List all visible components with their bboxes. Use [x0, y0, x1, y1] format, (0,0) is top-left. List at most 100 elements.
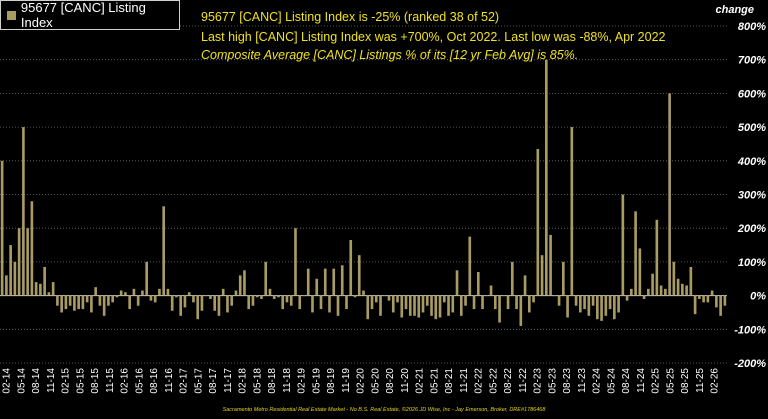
bar [277, 295, 280, 298]
bar [498, 295, 501, 323]
bar [247, 295, 251, 310]
bar [510, 261, 514, 296]
bar [519, 295, 523, 326]
bar [56, 295, 59, 306]
bar [379, 295, 382, 316]
x-tick-label: 11-14 [46, 368, 57, 393]
bar [413, 295, 416, 316]
y-tick-label: 800% [738, 21, 766, 33]
x-tick-label: 02-23 [533, 368, 544, 394]
bar [493, 295, 497, 310]
bar [630, 288, 633, 296]
x-tick-label: 05-16 [134, 368, 145, 394]
bar [664, 288, 667, 296]
bar [336, 295, 340, 316]
bar [515, 295, 518, 310]
bar [323, 268, 327, 296]
x-tick-label: 11-19 [341, 368, 352, 393]
y-axis-title: change [715, 4, 754, 16]
bar [77, 295, 80, 310]
y-tick-label: 400% [737, 156, 766, 168]
y-tick-label: 200% [737, 223, 766, 235]
x-tick-label: 02-25 [651, 368, 662, 394]
bar [506, 295, 510, 310]
bar [464, 295, 467, 306]
bar [434, 295, 438, 320]
bar [234, 290, 238, 296]
bar [719, 295, 722, 316]
bar [136, 295, 140, 306]
bar [604, 295, 608, 316]
bar [98, 295, 102, 306]
x-tick-label: 08-25 [680, 368, 691, 394]
x-tick-label: 02-17 [179, 368, 190, 394]
bar [685, 285, 688, 296]
info-line-composite: Composite Average [CANC] Listings % of i… [201, 48, 579, 62]
bar [702, 295, 705, 303]
x-tick-label: 08-16 [149, 368, 160, 394]
bar [481, 295, 484, 310]
bar [119, 290, 123, 296]
bar [64, 295, 68, 310]
x-tick-label: 02-14 [2, 368, 13, 394]
bar [587, 295, 591, 316]
bar [17, 228, 21, 296]
x-tick-label: 08-15 [90, 368, 101, 394]
bar [698, 295, 701, 299]
x-tick-label: 11-17 [223, 368, 234, 393]
bar [693, 295, 697, 315]
bar [723, 295, 727, 306]
y-tick-label: 500% [738, 122, 766, 134]
bar [230, 295, 234, 306]
bar [600, 295, 603, 321]
bar [51, 282, 55, 296]
bar [417, 295, 421, 318]
bar [328, 295, 331, 313]
y-tick-label: -200% [734, 358, 766, 370]
y-axis-ticks: -200% -100% 0% 100% 200% 300% 400% 500% 600% 700%… [734, 21, 766, 370]
x-tick-label: 02-26 [710, 368, 721, 394]
bar [115, 295, 119, 298]
x-tick-label: 08-21 [444, 368, 455, 394]
bar [111, 295, 114, 303]
x-tick-label: 05-20 [370, 368, 381, 394]
x-tick-label: 05-19 [311, 368, 322, 394]
bar [468, 236, 472, 296]
bar [162, 206, 165, 296]
x-tick-label: 11-23 [577, 368, 588, 393]
bar [532, 295, 535, 303]
x-tick-label: 08-19 [326, 368, 337, 394]
x-tick-label: 02-19 [297, 368, 308, 394]
bar [94, 287, 97, 296]
bar [213, 295, 217, 311]
bar [272, 295, 276, 299]
x-tick-label: 08-23 [562, 368, 573, 394]
bar [489, 285, 493, 296]
bar [204, 295, 208, 297]
x-tick-label: 02-15 [61, 368, 72, 394]
bar [281, 295, 285, 310]
bar [672, 261, 676, 296]
bar [362, 290, 365, 296]
bar [221, 288, 225, 296]
x-tick-label: 05-22 [488, 368, 499, 394]
bar [527, 295, 531, 313]
bar [209, 295, 212, 299]
info-line-high-low: Last high [CANC] Listing Index was +700%… [201, 30, 666, 44]
x-tick-label: 05-14 [16, 368, 27, 394]
bar [73, 295, 76, 311]
legend-swatch [7, 10, 16, 20]
bar [472, 295, 476, 310]
bar [311, 295, 314, 313]
bar [90, 295, 93, 313]
bar [353, 295, 357, 298]
bar [132, 288, 136, 296]
bar [404, 295, 408, 310]
bar-series [0, 59, 727, 326]
bar [613, 295, 616, 320]
bar [502, 295, 506, 297]
bar [400, 295, 404, 318]
bar [438, 295, 442, 318]
bar [158, 288, 161, 296]
